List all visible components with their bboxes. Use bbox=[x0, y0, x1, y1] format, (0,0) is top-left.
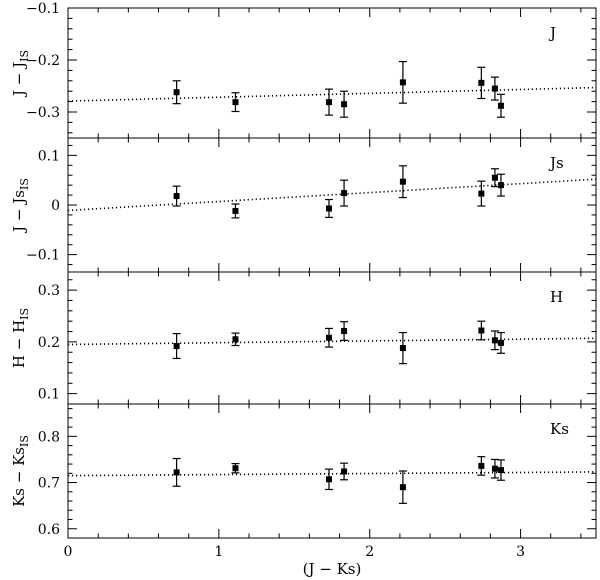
data-point bbox=[232, 207, 239, 214]
data-point bbox=[399, 178, 406, 185]
x-tick-label: 2 bbox=[365, 544, 374, 560]
panel-frame bbox=[67, 271, 597, 405]
y-tick-label: 0.2 bbox=[38, 335, 60, 351]
data-point bbox=[232, 336, 239, 343]
data-point bbox=[341, 101, 348, 108]
y-axis-label-subscript: IS bbox=[18, 308, 31, 320]
y-tick-label: 0.7 bbox=[38, 476, 60, 492]
panel-ks: 0.8 0.7 0.6 Ks − KsIS Ks 0 1 2 3 bbox=[10, 403, 597, 560]
data-point bbox=[497, 182, 504, 189]
fit-line bbox=[67, 178, 597, 212]
panel-js: 0.1 0 −0.1 J − JsIS Js bbox=[10, 137, 597, 273]
data-point bbox=[325, 476, 332, 483]
data-point bbox=[325, 205, 332, 212]
y-axis-label-subscript: IS bbox=[18, 50, 31, 62]
data-point bbox=[173, 469, 180, 476]
y-tick-label: −0.2 bbox=[26, 53, 60, 69]
y-axis-label-subscript: IS bbox=[18, 435, 31, 447]
data-point bbox=[478, 79, 485, 86]
data-point bbox=[341, 190, 348, 197]
panel-frame bbox=[67, 403, 597, 539]
data-point bbox=[399, 79, 406, 86]
y-axis-label-main: J − Js bbox=[10, 190, 28, 234]
y-tick-label: 0.8 bbox=[38, 429, 60, 445]
y-tick-label: 0.1 bbox=[38, 387, 60, 403]
data-point bbox=[341, 328, 348, 335]
data-point bbox=[325, 99, 332, 106]
data-point bbox=[399, 345, 406, 352]
data-point bbox=[491, 85, 498, 92]
y-tick-label: 0 bbox=[51, 198, 60, 214]
band-label: H bbox=[550, 288, 563, 306]
y-axis-label: H − HIS bbox=[10, 308, 31, 368]
panel-frame bbox=[67, 7, 597, 139]
y-tick-label: −0.1 bbox=[26, 1, 60, 17]
data-point bbox=[491, 174, 498, 181]
fit-line bbox=[67, 337, 597, 346]
panel-j: −0.1 −0.2 −0.3 J − JIS J bbox=[10, 1, 597, 139]
band-label: Ks bbox=[550, 420, 569, 438]
data-point bbox=[497, 102, 504, 109]
data-point bbox=[497, 467, 504, 474]
band-label: Js bbox=[548, 154, 564, 172]
y-axis-label-main: H − H bbox=[10, 320, 28, 368]
data-point bbox=[325, 334, 332, 341]
x-tick-label: 1 bbox=[214, 544, 223, 560]
data-point bbox=[232, 99, 239, 106]
y-axis-label-subscript: IS bbox=[18, 178, 31, 190]
y-axis-label-main: J − J bbox=[10, 62, 28, 98]
data-point bbox=[173, 89, 180, 96]
y-axis-label: J − JsIS bbox=[10, 178, 31, 234]
y-tick-label: −0.1 bbox=[26, 248, 60, 264]
band-label: J bbox=[548, 24, 556, 42]
y-tick-label: 0.3 bbox=[38, 283, 60, 299]
x-axis-label: (J − Ks) bbox=[303, 560, 362, 578]
data-point bbox=[341, 468, 348, 475]
data-point bbox=[478, 462, 485, 469]
data-point bbox=[478, 327, 485, 334]
data-point bbox=[173, 343, 180, 350]
x-tick-label: 0 bbox=[64, 544, 73, 560]
data-point bbox=[173, 193, 180, 200]
x-tick-label: 3 bbox=[516, 544, 525, 560]
data-point bbox=[478, 190, 485, 197]
fit-line bbox=[67, 86, 597, 102]
data-point bbox=[491, 465, 498, 472]
fit-line bbox=[67, 471, 597, 477]
y-axis-label: Ks − KsIS bbox=[10, 435, 31, 507]
y-axis-label: J − JIS bbox=[10, 50, 31, 98]
data-point bbox=[491, 337, 498, 344]
panel-h: 0.3 0.2 0.1 H − HIS H bbox=[10, 271, 597, 405]
data-point bbox=[399, 484, 406, 491]
data-point bbox=[497, 339, 504, 346]
y-axis-label-main: Ks − Ks bbox=[10, 447, 28, 507]
y-tick-label: −0.3 bbox=[26, 105, 60, 121]
data-point bbox=[232, 465, 239, 472]
panel-frame bbox=[67, 137, 597, 273]
y-tick-label: 0.6 bbox=[38, 522, 60, 538]
y-tick-label: 0.1 bbox=[38, 148, 60, 164]
